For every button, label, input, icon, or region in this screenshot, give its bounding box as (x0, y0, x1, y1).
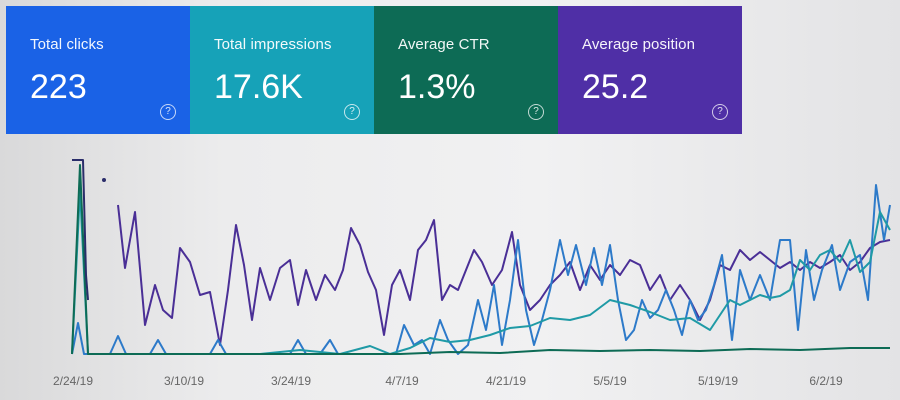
help-icon[interactable]: ? (344, 104, 360, 120)
x-tick-label: 6/2/19 (809, 374, 843, 388)
x-tick-label: 4/21/19 (486, 374, 526, 388)
card-total-clicks[interactable]: Total clicks 223 ? (6, 6, 190, 134)
x-tick-label: 5/19/19 (698, 374, 738, 388)
series-line-2 (71, 189, 891, 355)
card-label: Average CTR (398, 36, 490, 53)
card-value: 1.3% (398, 68, 476, 106)
series-line-4 (72, 159, 89, 301)
card-label: Total impressions (214, 36, 332, 53)
metric-cards: Total clicks 223 ? Total impressions 17.… (6, 6, 742, 134)
series-line-0 (117, 204, 891, 346)
card-value: 17.6K (214, 68, 303, 106)
series-dot (102, 178, 106, 182)
x-tick-label: 3/10/19 (164, 374, 204, 388)
card-value: 25.2 (582, 68, 649, 106)
x-tick-label: 5/5/19 (593, 374, 627, 388)
help-icon[interactable]: ? (712, 104, 728, 120)
card-value: 223 (30, 68, 87, 106)
card-average-ctr[interactable]: Average CTR 1.3% ? (374, 6, 558, 134)
x-tick-label: 2/24/19 (53, 374, 93, 388)
x-tick-label: 4/7/19 (385, 374, 419, 388)
card-label: Average position (582, 36, 696, 53)
series-line-1 (71, 184, 891, 355)
x-tick-label: 3/24/19 (271, 374, 311, 388)
card-total-impressions[interactable]: Total impressions 17.6K ? (190, 6, 374, 134)
series-line-3 (71, 164, 890, 355)
card-average-position[interactable]: Average position 25.2 ? (558, 6, 742, 134)
card-label: Total clicks (30, 36, 104, 53)
help-icon[interactable]: ? (160, 104, 176, 120)
help-icon[interactable]: ? (528, 104, 544, 120)
